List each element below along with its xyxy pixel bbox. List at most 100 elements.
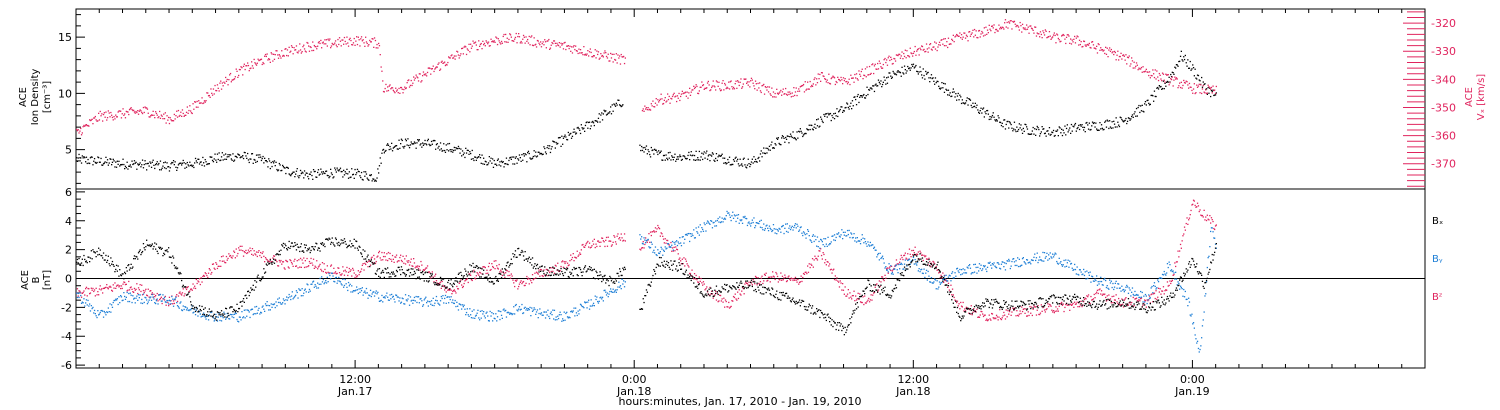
vx-point [848, 78, 850, 80]
bz-point [991, 312, 993, 315]
bz-point [971, 314, 973, 316]
by-point [622, 283, 624, 285]
bz-point [252, 254, 254, 256]
vx-point [1026, 28, 1029, 30]
vx-point [921, 45, 924, 48]
bz-point [613, 235, 615, 237]
vx-point [1034, 26, 1036, 28]
bz-point [285, 259, 287, 262]
ion-density-point [823, 113, 825, 116]
vx-point [667, 98, 670, 101]
bz-point [348, 267, 350, 270]
ion-density-point [1188, 67, 1190, 69]
vx-point [688, 92, 690, 94]
ion-density-point [911, 63, 913, 66]
ion-density-point [1113, 123, 1116, 125]
vx-point [1120, 52, 1122, 54]
ion-density-point [718, 154, 720, 156]
vx-point [483, 44, 485, 46]
vx-point [397, 92, 399, 94]
vx-point [356, 36, 358, 38]
by-point [276, 305, 278, 307]
vx-point [1172, 85, 1174, 87]
vx-point [684, 92, 686, 94]
bz-point [115, 285, 118, 287]
vx-point [825, 81, 827, 83]
vx-point [485, 40, 487, 42]
by-point [116, 298, 118, 300]
ion-density-point [408, 144, 410, 147]
vx-point [283, 55, 285, 57]
ion-density-point [602, 113, 604, 115]
bz-point [306, 257, 308, 260]
bz-point [370, 257, 372, 259]
vx-point [645, 108, 647, 110]
vx-point [619, 63, 622, 65]
ion-density-point [460, 148, 462, 150]
by-point [619, 285, 622, 287]
vx-point [305, 51, 307, 53]
ion-density-point [590, 125, 592, 127]
ion-density-point [686, 157, 688, 160]
vx-point [744, 78, 746, 80]
bz-point [641, 247, 644, 249]
bz-point [645, 237, 647, 239]
by-point [89, 310, 92, 312]
ion-density-point [1060, 132, 1062, 134]
bz-point [211, 271, 213, 274]
bz-point [313, 267, 315, 269]
vx-point [597, 51, 600, 53]
ion-density-point [772, 147, 775, 149]
bz-point [1132, 296, 1134, 299]
vx-point [131, 108, 133, 111]
by-point [213, 320, 215, 322]
ion-density-point [957, 92, 959, 95]
bz-point [943, 281, 945, 283]
vx-point [1154, 69, 1156, 71]
ion-density-point [457, 145, 460, 148]
bz-point [268, 260, 270, 262]
vx-point [204, 101, 206, 103]
ion-density-point [987, 113, 989, 115]
vx-point [207, 95, 210, 97]
bz-point [260, 256, 263, 259]
vx-point [509, 34, 512, 36]
ion-density-point [311, 174, 313, 177]
ion-density-point [593, 124, 595, 127]
vx-point [119, 110, 121, 112]
vx-point [574, 48, 576, 51]
ion-density-point [528, 152, 530, 155]
ion-density-point [142, 167, 145, 169]
ion-density-point [783, 137, 785, 139]
bz-point [817, 255, 819, 257]
ion-density-point [498, 164, 500, 166]
vx-point [497, 38, 499, 40]
ion-density-point [508, 159, 510, 162]
bz-point [322, 270, 324, 273]
by-point [360, 288, 362, 290]
bz-point [504, 276, 506, 278]
vx-point [470, 43, 472, 45]
ion-density-point [230, 158, 232, 160]
ion-density-point [404, 145, 406, 147]
vx-point [479, 43, 482, 46]
vx-point [423, 73, 425, 75]
by-point [550, 311, 552, 313]
by-point [680, 242, 682, 244]
vx-point [1067, 34, 1069, 36]
bz-point [724, 306, 726, 308]
vx-point [1093, 47, 1095, 49]
vx-point [499, 42, 501, 44]
bz-point [562, 266, 565, 268]
vx-point [408, 79, 410, 81]
bz-point [308, 265, 310, 267]
by-point [247, 309, 249, 311]
ion-density-point [212, 161, 215, 163]
by-point [480, 317, 482, 319]
bz-point [926, 258, 928, 260]
bz-point [192, 283, 194, 285]
ion-density-point [557, 142, 559, 145]
by-point [615, 291, 617, 293]
bz-point [1034, 306, 1036, 308]
vx-point [468, 43, 470, 45]
